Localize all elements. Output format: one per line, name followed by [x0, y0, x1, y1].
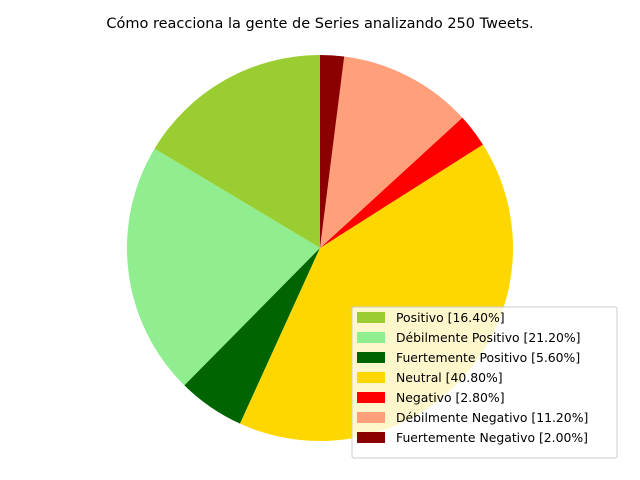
legend: Positivo [16.40%] Débilmente Positivo [21…	[351, 306, 618, 459]
legend-label-3: Fuertemente Positivo [5.60%]	[396, 350, 580, 365]
pie-slice-5	[320, 117, 483, 248]
pie-slice-7	[320, 55, 345, 248]
pie-slice-3	[184, 248, 320, 424]
legend-swatch-2	[357, 332, 385, 343]
legend-frame	[351, 306, 618, 459]
pie-slice-6	[320, 56, 463, 248]
legend-label-7: Fuertemente Negativo [2.00%]	[396, 430, 588, 445]
legend-label-2: Débilmente Positivo [21.20%]	[396, 330, 580, 345]
legend-label-5: Negativo [2.80%]	[396, 390, 505, 405]
legend-swatch-7	[357, 432, 385, 443]
legend-swatch-5	[357, 392, 385, 403]
legend-swatch-3	[357, 352, 385, 363]
legend-items: Positivo [16.40%] Débilmente Positivo [21…	[357, 310, 588, 445]
chart-title: Cómo reacciona la gente de Series analiz…	[106, 16, 533, 32]
legend-swatch-4	[357, 372, 385, 383]
legend-label-4: Neutral [40.80%]	[396, 370, 503, 385]
legend-swatch-1	[357, 312, 385, 323]
legend-label-6: Débilmente Negativo [11.20%]	[396, 410, 588, 425]
legend-label-1: Positivo [16.40%]	[396, 310, 505, 325]
legend-swatch-6	[357, 412, 385, 423]
pie-slice-1	[154, 55, 320, 248]
pie-slice-2	[126, 148, 320, 386]
